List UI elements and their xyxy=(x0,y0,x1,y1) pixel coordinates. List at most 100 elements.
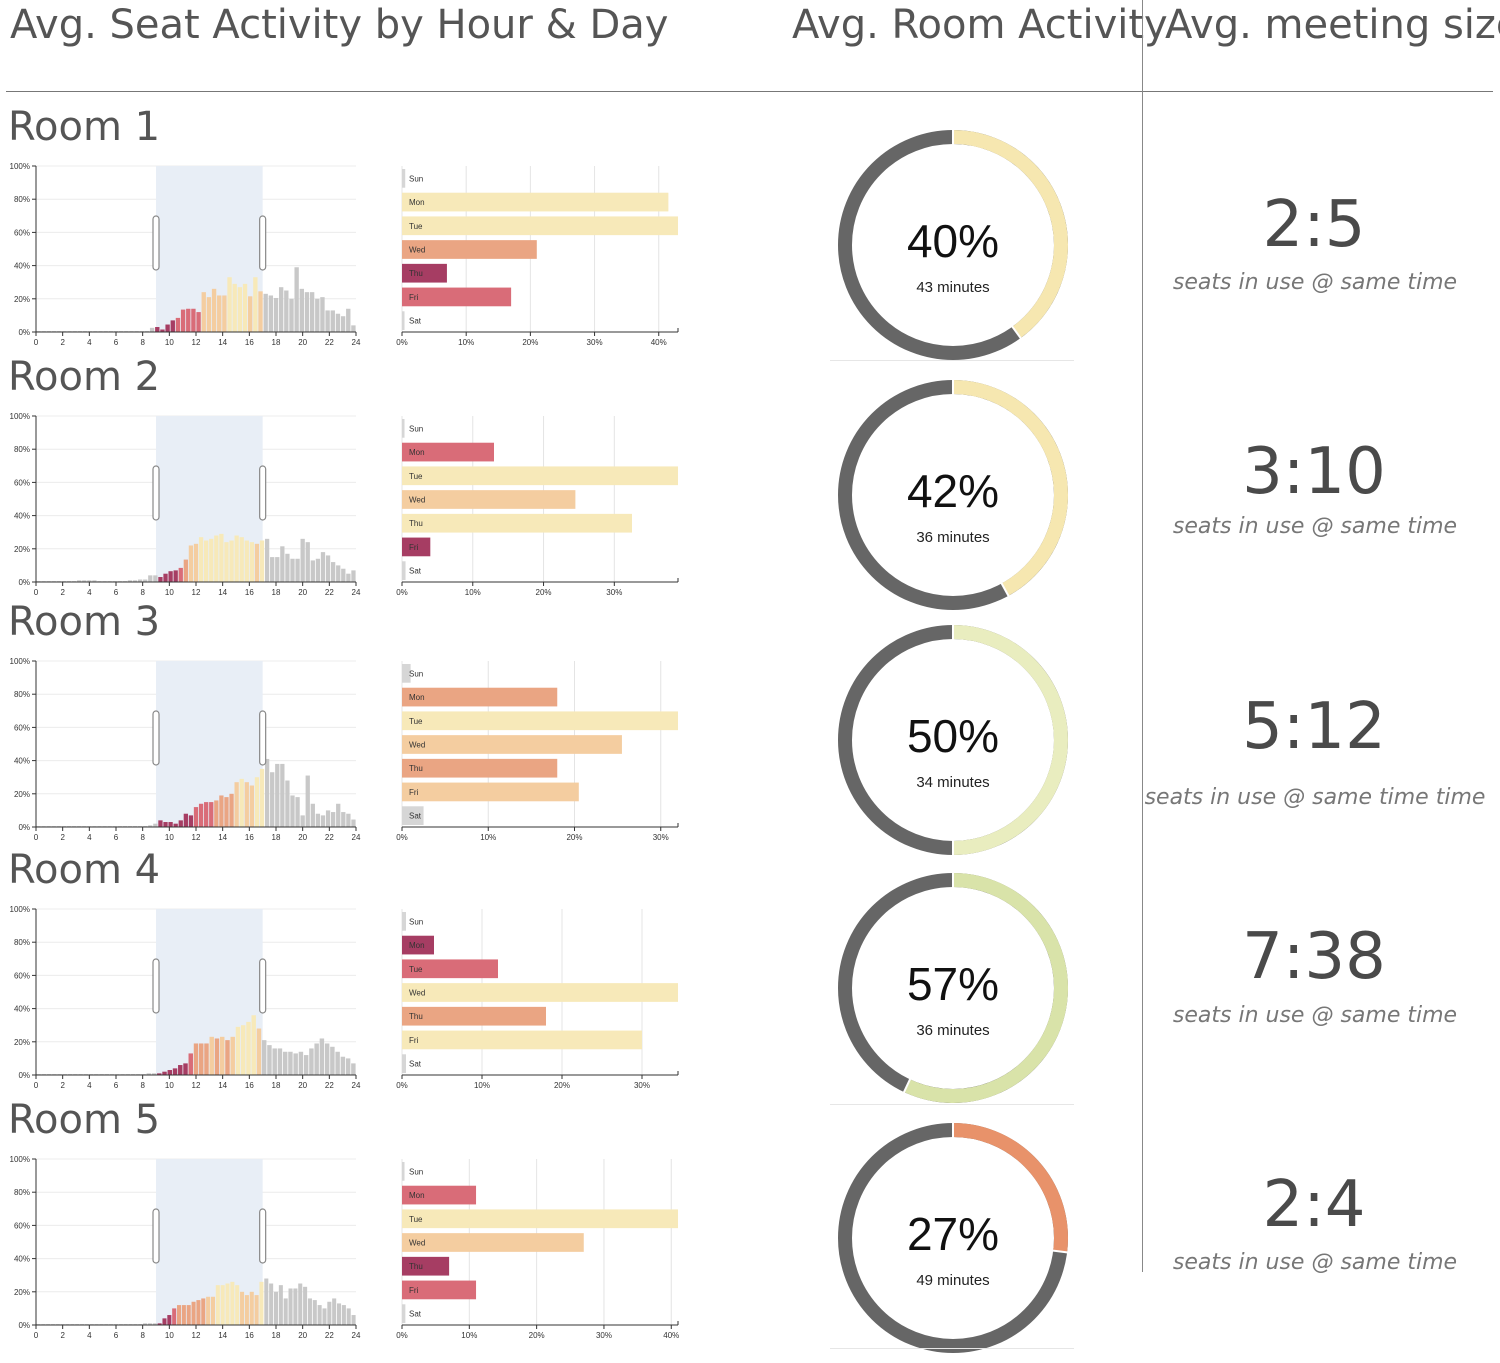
hourly-bar xyxy=(151,1073,157,1075)
brush-handle[interactable] xyxy=(152,958,160,1014)
hourly-y-tick-label: 100% xyxy=(10,657,30,666)
daily-bar-label: Sat xyxy=(409,812,422,821)
hourly-bar xyxy=(332,1298,337,1325)
daily-x-tick-label: 0% xyxy=(396,833,408,842)
brush-handle[interactable] xyxy=(152,215,160,271)
donut-arc xyxy=(952,380,1068,596)
hourly-x-tick-label: 20 xyxy=(298,588,307,597)
hourly-y-tick-label: 80% xyxy=(14,445,30,454)
hourly-x-tick-label: 6 xyxy=(114,588,119,597)
hourly-bar xyxy=(278,1285,283,1325)
hourly-bar xyxy=(275,763,280,827)
hourly-bar xyxy=(152,1323,157,1325)
hourly-bar xyxy=(288,1288,293,1325)
daily-x-tick-label: 20% xyxy=(554,1081,570,1090)
hourly-bar xyxy=(224,797,229,827)
daily-bar-label: Mon xyxy=(409,693,425,702)
hourly-bar xyxy=(341,812,346,827)
daily-bar xyxy=(402,240,537,259)
header-meeting-size: Avg. meeting size xyxy=(1165,2,1500,48)
hourly-bar xyxy=(249,785,255,827)
hourly-bar xyxy=(351,325,356,332)
donut-arc xyxy=(952,130,1068,339)
daily-bar xyxy=(402,983,678,1002)
hourly-x-tick-label: 2 xyxy=(60,833,65,842)
daily-bar-label: Tue xyxy=(409,1215,423,1224)
hourly-bar xyxy=(315,813,321,827)
daily-bar xyxy=(402,442,494,462)
hourly-bar xyxy=(254,543,260,582)
hourly-x-tick-label: 14 xyxy=(218,1331,227,1340)
daily-bar-label: Fri xyxy=(409,1036,419,1045)
donut-percent-label: 42% xyxy=(907,465,999,517)
hourly-bar xyxy=(303,1286,308,1325)
hourly-bar xyxy=(198,803,204,827)
hourly-bar xyxy=(173,570,178,582)
hourly-bar xyxy=(157,1323,162,1325)
hourly-bar xyxy=(215,1285,220,1325)
brush-handle[interactable] xyxy=(152,710,160,766)
hourly-bar xyxy=(294,267,299,332)
hourly-bar xyxy=(346,573,351,582)
hourly-bar xyxy=(143,579,148,582)
hourly-x-tick-label: 24 xyxy=(352,1081,361,1090)
hourly-y-tick-label: 60% xyxy=(14,971,30,980)
hourly-y-tick-label: 20% xyxy=(14,1038,30,1047)
daily-bar-label: Mon xyxy=(409,941,425,950)
daily-bar xyxy=(402,1054,406,1073)
meeting-size-caption: seats in use @ same time xyxy=(1172,1003,1458,1028)
hourly-x-tick-label: 18 xyxy=(272,588,281,597)
brush-handle[interactable] xyxy=(259,465,267,521)
daily-x-tick-label: 20% xyxy=(536,588,552,597)
brush-handle[interactable] xyxy=(259,958,267,1014)
hourly-bar xyxy=(186,1305,191,1325)
brush-handle[interactable] xyxy=(259,215,267,271)
brush-handle[interactable] xyxy=(259,1208,267,1264)
hourly-bar xyxy=(273,1291,279,1325)
daily-bar xyxy=(402,1030,642,1050)
daily-bar xyxy=(402,169,406,188)
hourly-bar xyxy=(309,292,315,332)
daily-bar xyxy=(402,1233,584,1252)
hourly-bar xyxy=(222,295,227,332)
hourly-bar xyxy=(251,1015,256,1075)
meeting-size-value: 5:12 xyxy=(1242,690,1386,764)
hourly-bar xyxy=(322,1308,327,1325)
hourly-bar xyxy=(280,546,285,582)
hourly-bar xyxy=(178,567,183,582)
hourly-bar xyxy=(227,277,232,332)
hourly-bar xyxy=(337,1303,342,1325)
hourly-y-tick-label: 40% xyxy=(14,1005,30,1014)
hourly-y-tick-label: 60% xyxy=(14,478,30,487)
hourly-bar xyxy=(331,812,336,827)
hourly-bar xyxy=(264,758,270,827)
room-title: Room 4 xyxy=(8,847,161,893)
meeting-size-value: 2:5 xyxy=(1262,188,1366,262)
daily-bar xyxy=(402,782,579,802)
hourly-bar xyxy=(183,1063,188,1075)
hourly-y-tick-label: 40% xyxy=(14,262,30,271)
hourly-bar xyxy=(290,558,295,582)
hourly-bar xyxy=(278,287,284,332)
hourly-bar xyxy=(209,538,214,582)
hourly-chart: 0%20%40%60%80%100%0 2 4 6 8 10 12 14 16 18 20 22 24 xyxy=(10,412,361,597)
hourly-bar xyxy=(219,533,224,582)
hourly-bar xyxy=(335,313,341,332)
hourly-x-tick-label: 0 xyxy=(34,338,39,347)
brush-handle[interactable] xyxy=(152,1208,160,1264)
daily-bar xyxy=(402,311,405,330)
meeting-size-value: 7:38 xyxy=(1242,920,1386,994)
hourly-bar xyxy=(351,1063,356,1075)
daily-x-tick-label: 10% xyxy=(480,833,496,842)
daily-bar-label: Sun xyxy=(409,424,423,433)
hourly-bar xyxy=(214,800,219,827)
hourly-bar xyxy=(320,552,326,582)
hourly-y-tick-label: 0% xyxy=(18,578,30,587)
hourly-bar xyxy=(155,327,160,332)
hourly-bar xyxy=(191,308,196,332)
brush-handle[interactable] xyxy=(259,710,267,766)
hourly-bar xyxy=(315,558,321,582)
hourly-bar xyxy=(346,308,351,332)
brush-handle[interactable] xyxy=(152,465,160,521)
hourly-bar xyxy=(315,298,320,332)
